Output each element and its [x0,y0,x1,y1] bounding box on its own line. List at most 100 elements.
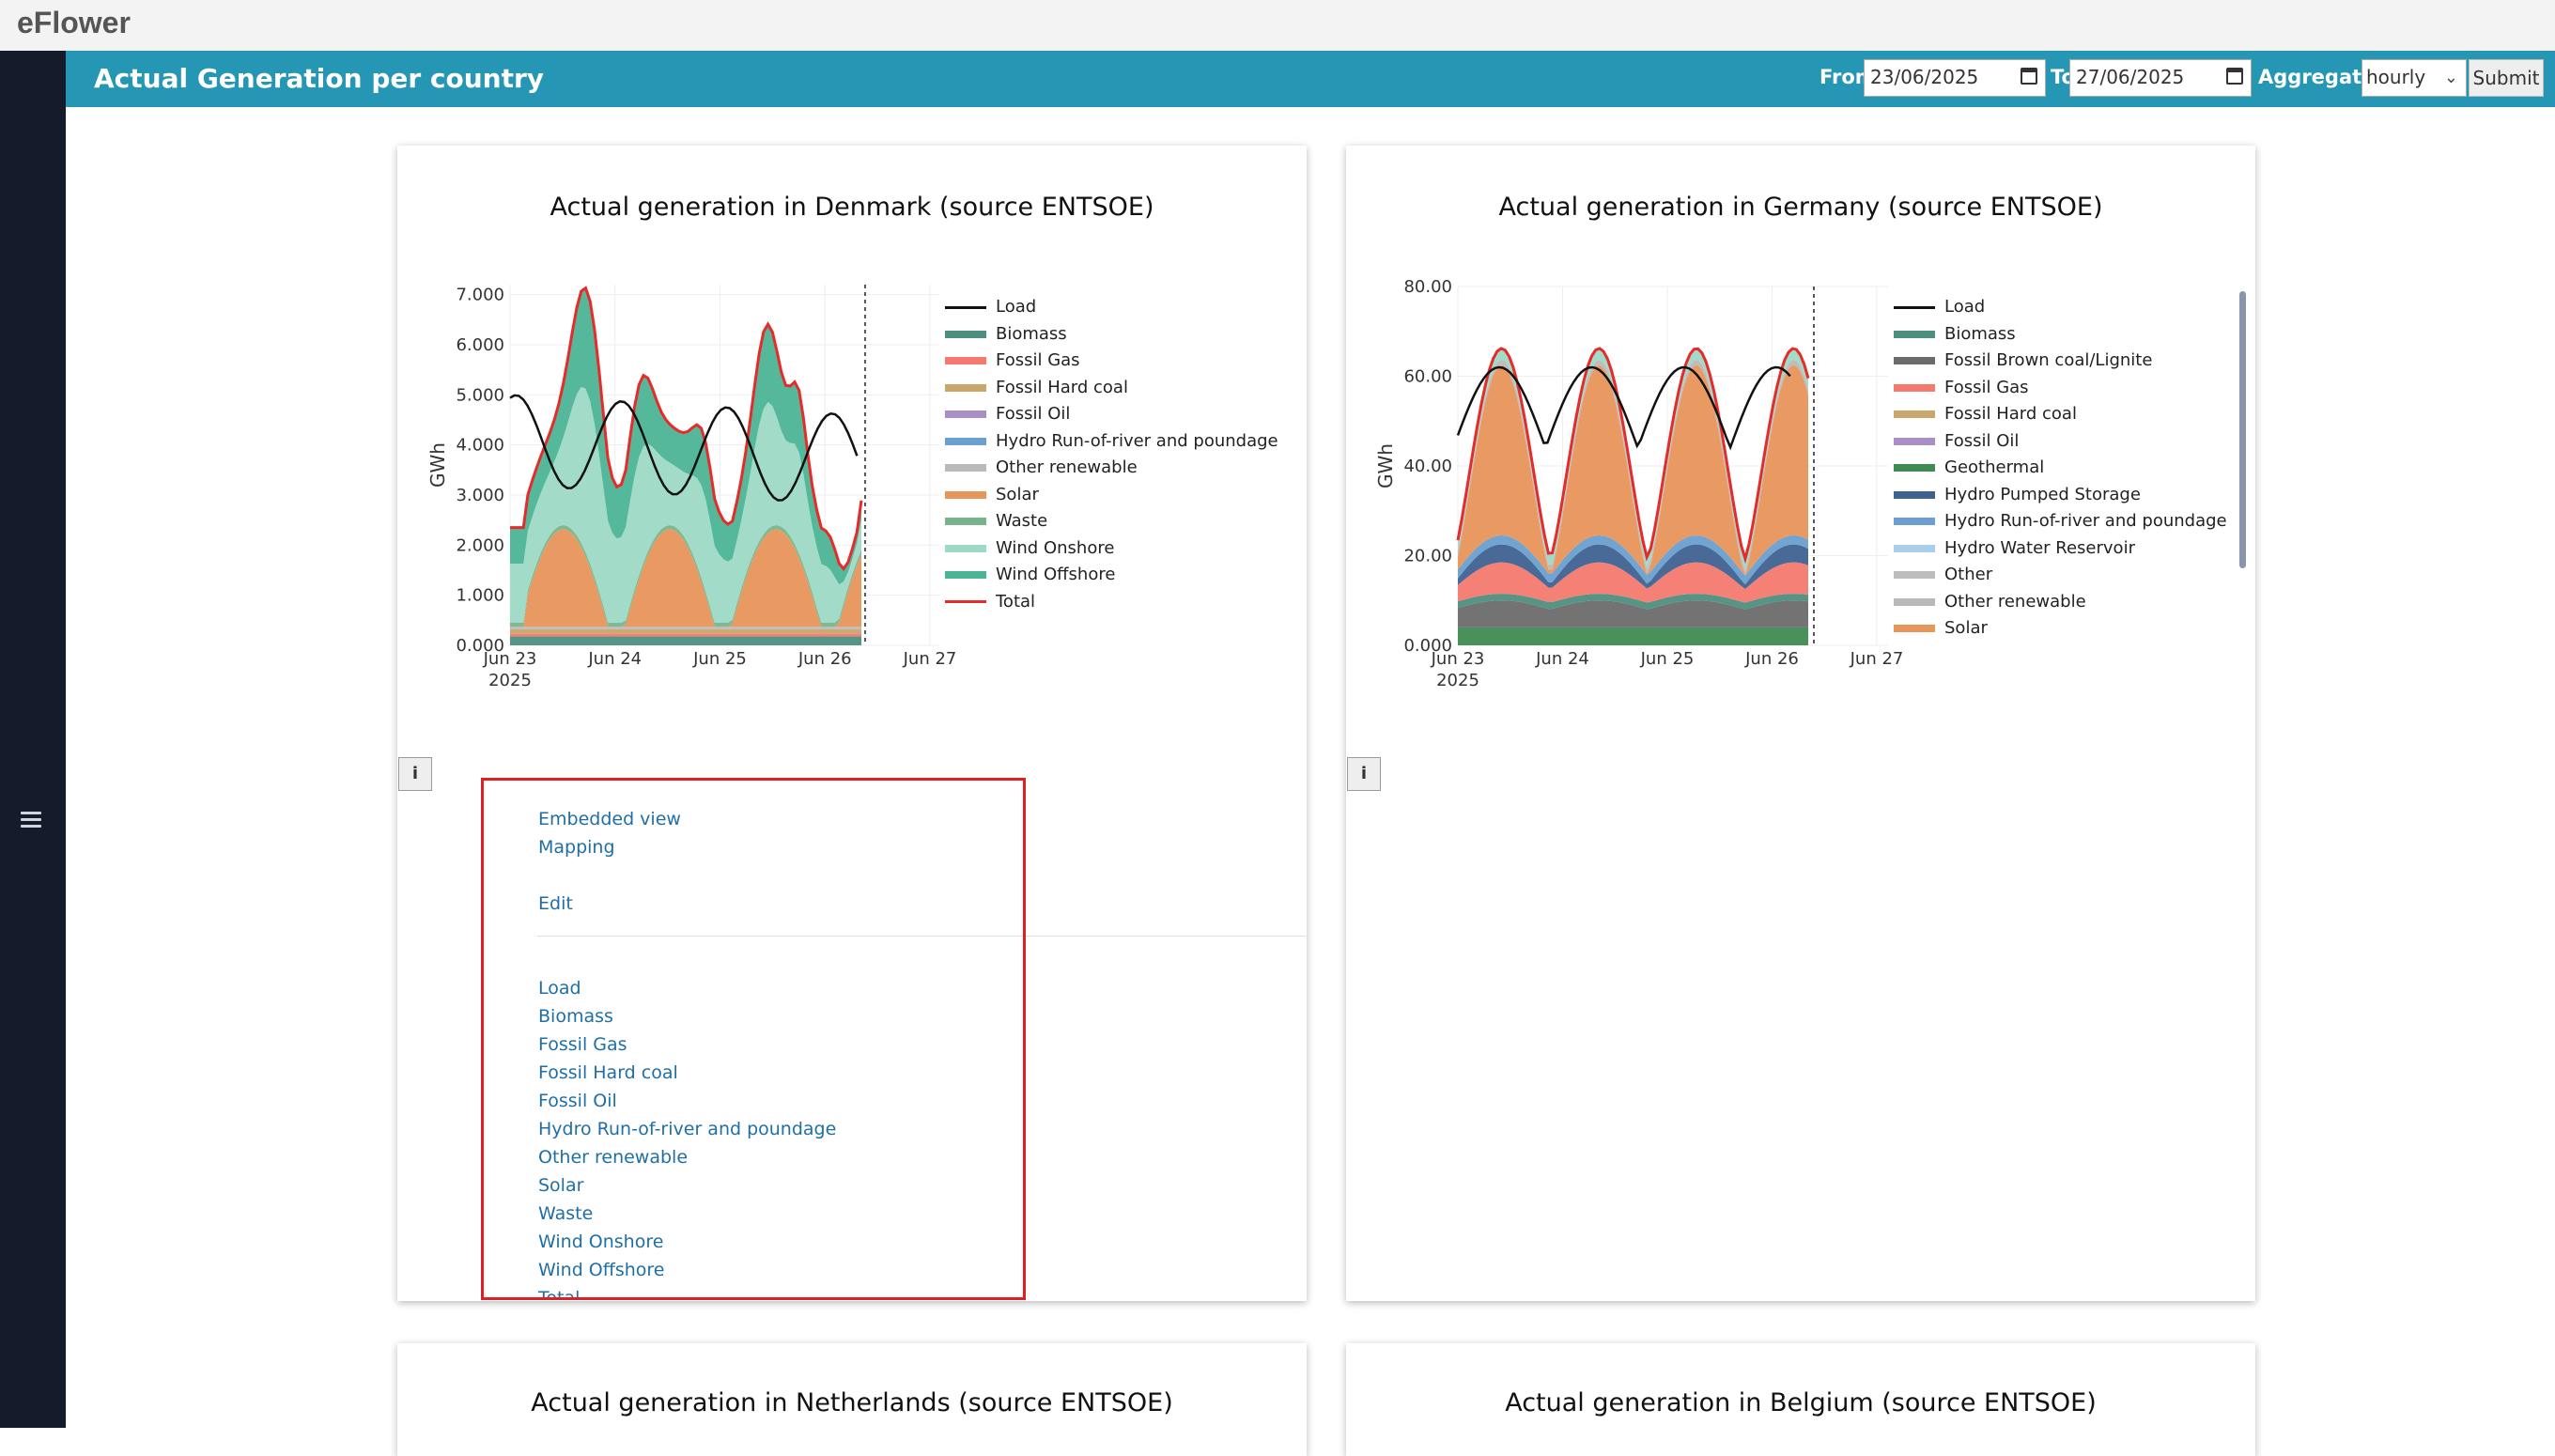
legend-item[interactable]: Hydro Run-of-river and poundage [945,431,1278,451]
legend-item[interactable]: Hydro Water Reservoir [1894,538,2135,558]
legend-label: Hydro Pumped Storage [1944,484,2141,504]
legend-swatch [1894,544,1935,552]
legend-swatch [945,410,986,418]
y-tick-label: 4.000 [456,436,504,456]
legend-swatch [945,305,986,309]
legend-swatch [945,357,986,364]
legend-item[interactable]: Solar [1894,618,1988,638]
menu-series-link[interactable]: Load [538,978,581,999]
legend-label: Other renewable [996,457,1138,477]
y-tick-label: 60.00 [1403,367,1452,387]
legend-item[interactable]: Other renewable [945,457,1138,477]
legend-item[interactable]: Other [1894,565,1992,584]
menu-series-link[interactable]: Total [538,1288,581,1300]
legend-swatch [1894,410,1935,418]
x-tick-label: Jun 26 [797,649,852,669]
y-tick-label: 40.00 [1403,457,1452,476]
area-other-renewable [510,627,861,629]
menu-link-edit[interactable]: Edit [538,893,573,914]
legend-item[interactable]: Wind Onshore [945,538,1114,558]
legend-label: Biomass [996,323,1067,344]
legend-swatch [1894,305,1935,309]
legend-label: Load [1944,297,1986,317]
info-button[interactable]: i [1347,757,1381,791]
menu-divider [537,936,1306,937]
to-date-input[interactable]: 27/06/2025 [2069,59,2252,97]
menu-series-link[interactable]: Wind Onshore [538,1231,664,1252]
area-hydro-pumped-storage [1458,544,1808,590]
legend-swatch [945,571,986,579]
page-title: Actual Generation per country [94,63,545,94]
legend-swatch [1894,357,1935,364]
legend-item[interactable]: Other renewable [1894,592,2086,612]
legend-swatch [1894,518,1935,525]
x-tick-label: Jun 23 [483,649,537,669]
area-biomass [510,636,861,645]
chevron-down-icon: ⌄ [2443,68,2458,87]
legend-item[interactable]: Solar [945,485,1039,504]
legend-swatch [945,330,986,338]
from-date-input[interactable]: 23/06/2025 [1864,59,2046,97]
info-button[interactable]: i [398,757,432,791]
y-tick-label: 0.000 [456,636,504,656]
legend-scrollbar[interactable] [2239,291,2246,568]
legend-label: Hydro Run-of-river and poundage [996,430,1278,451]
legend-swatch [1894,597,1935,606]
menu-series-link[interactable]: Other renewable [538,1147,689,1168]
legend-item[interactable]: Fossil Oil [945,404,1070,424]
menu-series-link[interactable]: Fossil Oil [538,1091,617,1111]
legend-item[interactable]: Waste [945,511,1047,531]
chart-title: Actual generation in Germany (source ENT… [1498,193,2103,222]
legend-item[interactable]: Geothermal [1894,457,2044,477]
y-tick-label: 0.000 [1403,636,1452,656]
legend-label: Fossil Hard coal [1944,404,2077,424]
menu-series-link[interactable]: Fossil Gas [538,1034,627,1055]
chart-title: Actual generation in Netherlands (source… [531,1388,1173,1417]
x-tick-label: Jun 24 [587,649,642,669]
area-fossil-gas [510,633,861,637]
menu-series-link[interactable]: Biomass [538,1006,613,1027]
chart-card-denmark: Actual generation in Denmark (source ENT… [397,146,1307,1301]
legend-item[interactable]: Wind Offshore [945,565,1115,584]
info-icon: i [1360,764,1368,783]
calendar-icon[interactable] [2021,68,2037,85]
legend-label: Wind Offshore [996,565,1116,584]
menu-link-embedded-view[interactable]: Embedded view [538,809,681,829]
legend-item[interactable]: Fossil Gas [1894,378,2029,397]
legend-label: Solar [996,484,1039,504]
legend-label: Biomass [1944,323,2016,344]
legend-item[interactable]: Total [945,592,1035,612]
menu-series-link[interactable]: Waste [538,1203,594,1224]
menu-link-mapping[interactable]: Mapping [538,837,615,858]
legend-item[interactable]: Fossil Gas [945,350,1080,370]
legend-label: Fossil Hard coal [996,377,1128,397]
legend-item[interactable]: Fossil Hard coal [1894,404,2077,424]
legend-item[interactable]: Biomass [1894,324,2016,344]
aggregation-select[interactable]: hourly ⌄ [2361,59,2467,97]
legend-label: Fossil Gas [1944,377,2029,397]
legend-item[interactable]: Fossil Hard coal [945,378,1128,397]
legend-item[interactable]: Fossil Brown coal/Lignite [1894,350,2152,370]
legend-item[interactable]: Hydro Pumped Storage [1894,485,2141,504]
calendar-icon[interactable] [2226,68,2243,85]
menu-series-link[interactable]: Solar [538,1175,584,1196]
legend-item[interactable]: Biomass [945,324,1067,344]
legend-label: Waste [996,511,1048,531]
legend-item[interactable]: Load [1894,297,1985,317]
legend-swatch [945,600,986,603]
chart-title: Actual generation in Denmark (source ENT… [550,193,1154,222]
menu-series-link[interactable]: Wind Offshore [538,1260,665,1280]
legend-item[interactable]: Fossil Oil [1894,431,2019,451]
legend-item[interactable]: Load [945,297,1036,317]
area-fossil-hard-coal [510,628,861,634]
y-tick-label: 2.000 [456,535,504,555]
submit-button[interactable]: Submit [2469,59,2544,97]
legend-label: Fossil Oil [996,404,1071,424]
legend-label: Geothermal [1944,457,2045,477]
legend-swatch [1894,490,1935,499]
menu-icon[interactable] [21,812,41,829]
menu-series-link[interactable]: Hydro Run-of-river and poundage [538,1119,837,1139]
legend-item[interactable]: Hydro Run-of-river and poundage [1894,511,2227,531]
menu-series-link[interactable]: Fossil Hard coal [538,1062,678,1083]
